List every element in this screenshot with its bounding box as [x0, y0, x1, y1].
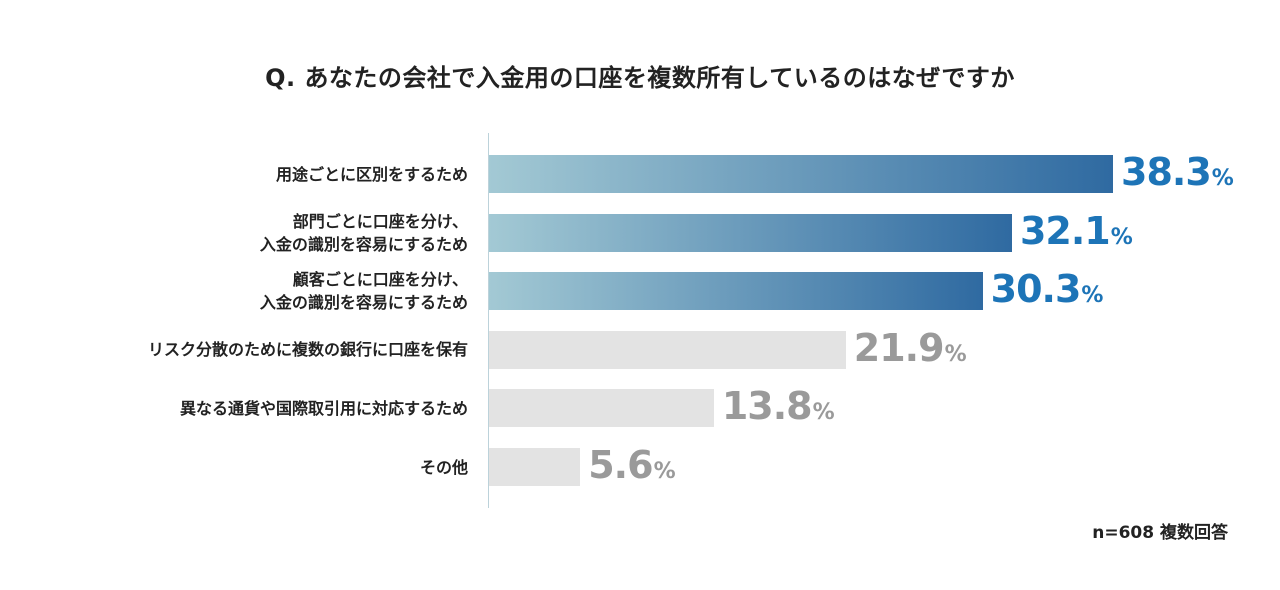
sample-note: n=608 複数回答 — [1092, 523, 1228, 543]
chart-title: Q. あなたの会社で入金用の口座を複数所有しているのはなぜですか — [265, 64, 1015, 92]
data-label: 38.3% — [1121, 150, 1234, 194]
data-label: 13.8% — [721, 384, 835, 429]
category-label: 用途ごとに区別をするため — [275, 164, 468, 184]
bar — [489, 213, 1012, 252]
category-label: リスク分散のために複数の銀行に口座を保有 — [147, 340, 468, 360]
data-label: 5.6% — [588, 443, 676, 487]
bar — [489, 272, 983, 311]
data-label: 21.9% — [853, 325, 967, 370]
data-label: 30.3% — [990, 267, 1104, 312]
category-axis-line — [488, 133, 489, 508]
category-label: その他 — [419, 457, 468, 477]
category-label: 顧客ごとに口座を分け、 入金の識別を容易にするため — [259, 270, 468, 313]
data-label: 32.1% — [1019, 208, 1133, 253]
bar — [489, 155, 1113, 193]
bar — [489, 448, 581, 486]
category-label: 部門ごとに口座を分け、 入金の識別を容易にするため — [259, 211, 468, 254]
bar — [489, 389, 714, 428]
bar — [489, 330, 846, 369]
category-label: 異なる通貨や国際取引用に対応するため — [179, 398, 468, 418]
